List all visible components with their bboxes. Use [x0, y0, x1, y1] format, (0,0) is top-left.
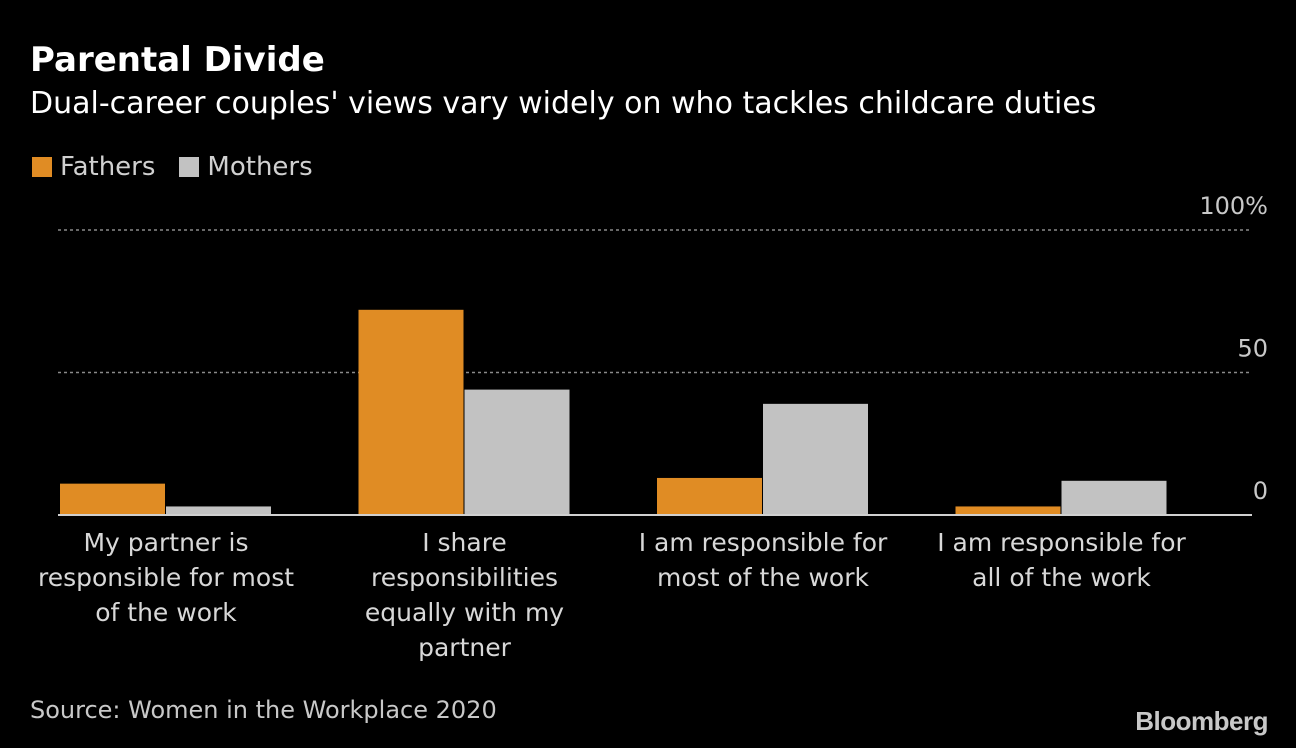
bar-mothers [763, 403, 868, 515]
legend-item-fathers: Fathers [32, 152, 155, 182]
chart-subtitle: Dual-career couples' views vary widely o… [30, 86, 1097, 121]
x-tick-label-line: My partner is [83, 528, 248, 557]
bar-fathers [955, 506, 1061, 515]
legend: Fathers Mothers [32, 152, 313, 182]
bar-mothers [464, 389, 570, 515]
x-tick-label: I am responsible for most of the work [639, 528, 888, 592]
legend-item-mothers: Mothers [179, 152, 313, 182]
bar-mothers [1061, 480, 1167, 515]
bar-fathers [60, 483, 165, 515]
x-tick-label-line: all of the work [972, 563, 1151, 592]
x-tick-label: I am responsible for all of the work [937, 528, 1186, 592]
chart-title: Parental Divide [30, 40, 325, 80]
y-tick-label: 100% [1199, 192, 1268, 220]
x-tick-label-line: I share [422, 528, 507, 557]
x-tick-label-line: equally with my [365, 598, 564, 627]
legend-label-fathers: Fathers [60, 152, 156, 182]
bar-fathers [657, 477, 762, 515]
x-tick-label-line: I am responsible for [639, 528, 888, 557]
bloomberg-logo: Bloomberg [1135, 706, 1268, 736]
x-tick-label-line: partner [418, 633, 511, 662]
x-tick-label-line: responsibilities [371, 563, 558, 592]
legend-swatch-mothers [179, 157, 200, 177]
source-note: Source: Women in the Workplace 2020 [30, 696, 497, 724]
x-tick-label: My partner is responsible for most of the … [38, 528, 294, 627]
legend-label-mothers: Mothers [207, 152, 313, 182]
x-tick-label-line: responsible for most [38, 563, 294, 592]
bar-mothers [166, 506, 271, 515]
x-tick-label: I share responsibilities equally with my pa… [365, 528, 564, 662]
x-tick-label-line: I am responsible for [937, 528, 1186, 557]
bar-chart: 100% 50 0 My partner is responsible for most… [38, 192, 1268, 662]
legend-swatch-fathers [32, 157, 52, 177]
x-tick-label-line: most of the work [657, 563, 869, 592]
y-tick-label: 0 [1253, 477, 1268, 505]
x-tick-label-line: of the work [95, 598, 237, 627]
y-tick-label: 50 [1237, 335, 1268, 363]
bar-fathers [358, 309, 464, 515]
